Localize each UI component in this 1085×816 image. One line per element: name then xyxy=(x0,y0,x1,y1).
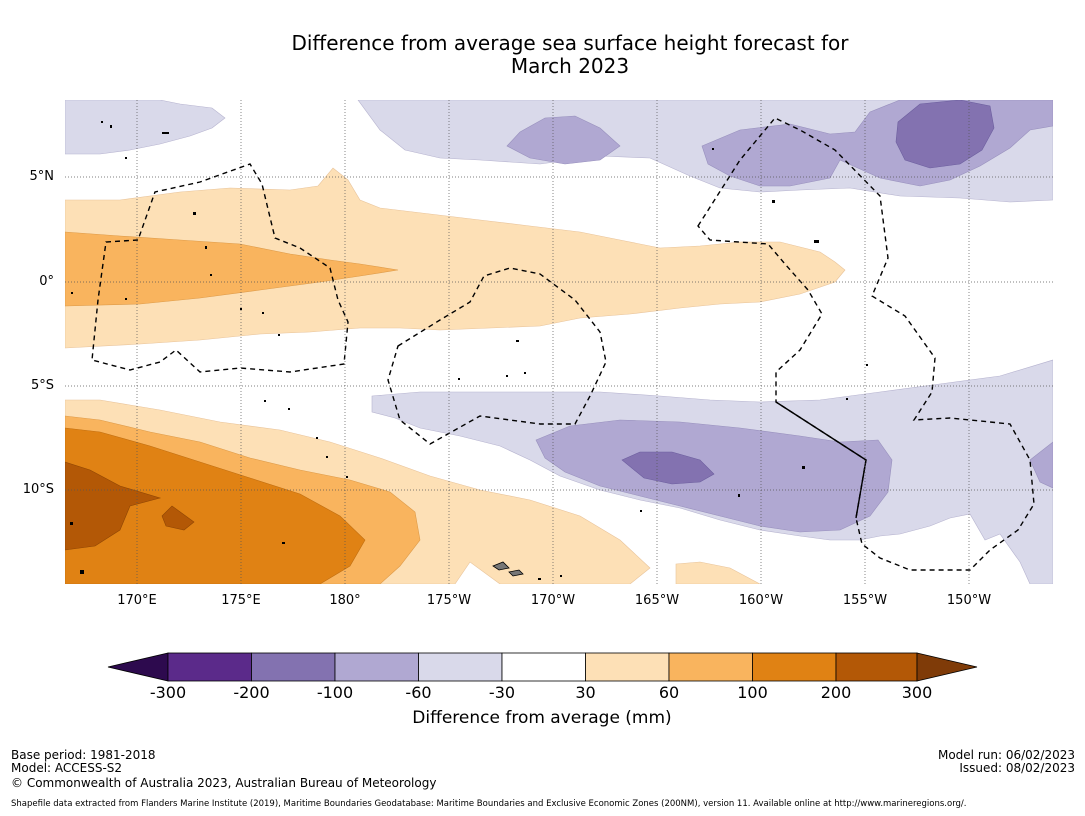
chart-title: Difference from average sea surface heig… xyxy=(0,32,1085,78)
colorbar-segment xyxy=(334,652,419,682)
x-tick-label: 150°W xyxy=(946,593,992,608)
maritime-boundary-solid xyxy=(775,401,867,519)
contour-south-minus60 xyxy=(535,419,893,533)
colorbar-tick-label: 30 xyxy=(575,683,596,702)
contour-southeast-minus60 xyxy=(1029,441,1053,489)
title-line-1: Difference from average sea surface heig… xyxy=(291,31,849,55)
colorbar-segment xyxy=(668,652,753,682)
colorbar-segment xyxy=(418,652,503,682)
colorbar-tick-label: 100 xyxy=(737,683,768,702)
colorbar xyxy=(107,652,978,682)
contour-south-minus100 xyxy=(621,451,715,485)
y-tick-label: 0° xyxy=(39,274,54,289)
contour-southeast-plus30 xyxy=(675,561,761,584)
x-tick-label: 170°W xyxy=(530,593,576,608)
colorbar-tick-label: -200 xyxy=(233,683,270,702)
model-run: Model run: 06/02/2023 xyxy=(937,748,1075,762)
colorbar-tick-label: -60 xyxy=(405,683,432,702)
colorbar-extend-low xyxy=(107,652,169,682)
islands xyxy=(70,121,868,580)
colorbar-title: Difference from average (mm) xyxy=(412,708,672,728)
colorbar-tick-label: -30 xyxy=(488,683,516,702)
colorbar-segment xyxy=(501,652,586,682)
contour-southwest-plus100 xyxy=(65,427,366,584)
eez-boundary-east xyxy=(697,117,1035,571)
y-tick-label: 5°N xyxy=(29,169,55,184)
footer-right: Model run: 06/02/2023 Issued: 08/02/2023 xyxy=(938,749,1075,775)
contour-southwest-plus200 xyxy=(65,461,162,551)
contour-north-minus60-a xyxy=(506,115,621,165)
x-tick-label: 175°E xyxy=(221,593,261,608)
x-tick-label: 175°W xyxy=(426,593,472,608)
colorbar-segment xyxy=(251,652,336,682)
issued-date: Issued: 08/02/2023 xyxy=(959,761,1075,775)
x-tick-label: 155°W xyxy=(842,593,888,608)
colorbar-segment xyxy=(585,652,670,682)
base-period: Base period: 1981-2018 xyxy=(11,748,156,762)
map-field xyxy=(65,100,1053,584)
copyright: © Commonwealth of Australia 2023, Austra… xyxy=(11,776,437,790)
x-tick-label: 165°W xyxy=(634,593,680,608)
colorbar-segment xyxy=(167,652,252,682)
colorbar-tick-label: 60 xyxy=(658,683,680,702)
colorbar-tick-label: -100 xyxy=(316,683,354,702)
contour-equator-plus30 xyxy=(65,167,846,349)
colorbar-tick-label: -300 xyxy=(149,683,187,702)
contour-north-minus100 xyxy=(895,100,995,169)
footer-left: Base period: 1981-2018 Model: ACCESS-S2 … xyxy=(11,749,436,790)
eez-boundaries xyxy=(91,117,1035,571)
model-name: Model: ACCESS-S2 xyxy=(11,761,123,775)
colorbar-segment xyxy=(835,652,918,682)
contour-nw-minus30 xyxy=(65,100,226,155)
y-tick-label: 5°S xyxy=(30,378,54,393)
contour-equator-plus60 xyxy=(65,231,399,307)
colorbar-tick-label: 300 xyxy=(901,683,933,702)
x-tick-label: 160°W xyxy=(738,593,784,608)
eez-boundary-west xyxy=(91,163,349,373)
contour-southwest-plus200-b xyxy=(161,505,195,531)
colorbar-tick-label: 200 xyxy=(820,683,852,702)
shapefile-credit: Shapefile data extracted from Flanders M… xyxy=(11,799,967,809)
colorbar-segment xyxy=(752,652,837,682)
y-tick-label: 10°S xyxy=(22,482,54,497)
title-line-2: March 2023 xyxy=(510,54,630,78)
x-tick-label: 180° xyxy=(329,593,361,608)
x-tick-label: 170°E xyxy=(117,593,157,608)
colorbar-extend-high xyxy=(916,652,978,682)
